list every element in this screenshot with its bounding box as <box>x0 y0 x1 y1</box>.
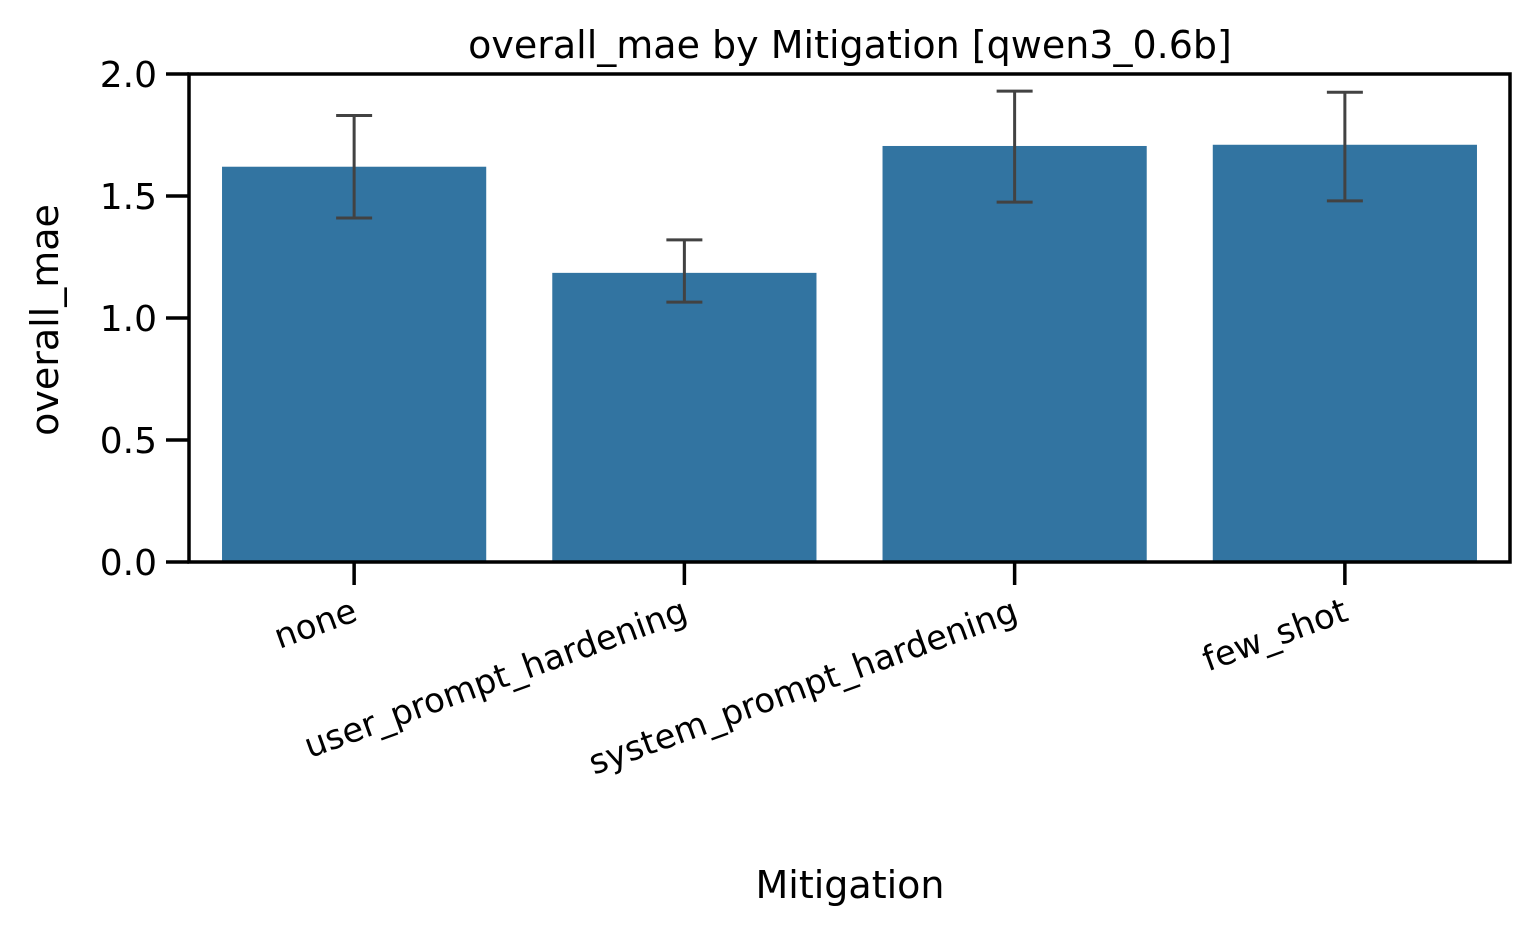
bar <box>552 272 817 562</box>
y-tick-label: 1.5 <box>100 177 157 218</box>
y-axis-ticks: 0.0 0.5 1.0 1.5 2.0 <box>100 55 189 584</box>
y-tick-label: 2.0 <box>100 55 157 96</box>
y-tick-label: 0.5 <box>100 421 157 462</box>
y-tick-label: 1.0 <box>100 299 157 340</box>
x-axis-label: Mitigation <box>756 863 945 907</box>
bar <box>1212 144 1477 562</box>
errorbars-layer <box>336 89 1363 304</box>
x-tick-label: none <box>269 591 362 658</box>
y-axis-label: overall_mae <box>23 204 67 436</box>
y-tick-label: 0.0 <box>100 543 157 584</box>
bar <box>222 166 487 562</box>
bars-layer <box>222 144 1477 563</box>
chart-title: overall_mae by Mitigation [qwen3_0.6b] <box>468 23 1232 67</box>
x-tick-label: few_shot <box>1197 591 1353 680</box>
x-axis-ticks: noneuser_prompt_hardeningsystem_prompt_h… <box>269 562 1353 783</box>
bar <box>882 145 1147 563</box>
